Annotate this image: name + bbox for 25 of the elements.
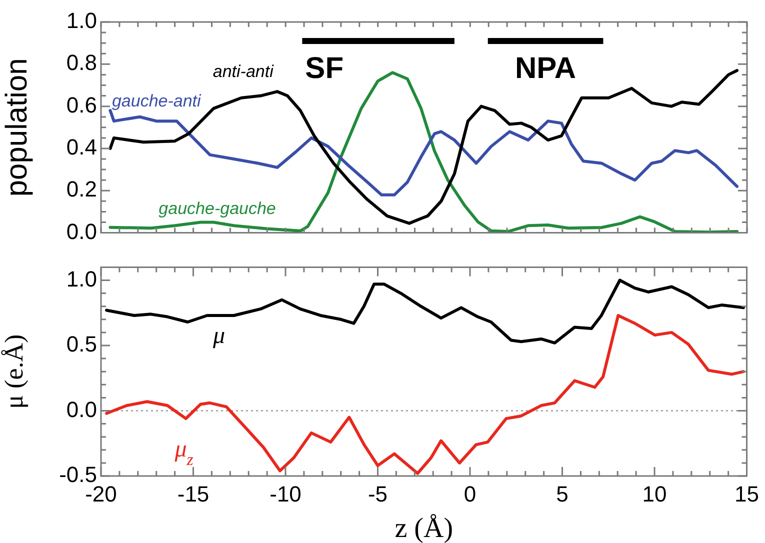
x-tick-label: 0 [464,481,476,506]
x-tick-label: -15 [177,481,210,506]
y-tick-label: 0.6 [66,92,97,118]
series-label: gauche-gauche [158,198,276,218]
x-tick-label: -10 [270,481,302,506]
y-tick-label: 0.5 [66,332,97,357]
x-axis-title: z (Å) [394,513,454,543]
y-axis-title: μ (e.Å) [0,334,28,409]
annotation: SF [305,52,344,86]
series-label: anti-anti [212,62,275,81]
x-tick-label: 10 [642,481,667,506]
series-label: gauche-anti [112,91,202,110]
series-label: μ [212,322,226,349]
y-tick-label: 1.0 [66,8,97,34]
y-tick-label: 0.0 [66,218,97,244]
x-tick-label: 15 [734,481,760,506]
y-tick-label: 0.0 [66,396,97,422]
y-tick-label: 1.0 [66,266,97,292]
y-axis-title: population [0,58,34,197]
y-tick-label: 0.4 [66,134,97,160]
x-tick-label: -5 [368,481,388,506]
y-tick-label: 0.2 [66,176,97,202]
y-tick-label: 0.8 [66,50,97,76]
x-tick-label: 5 [556,481,568,506]
annotation: NPA [514,52,576,86]
